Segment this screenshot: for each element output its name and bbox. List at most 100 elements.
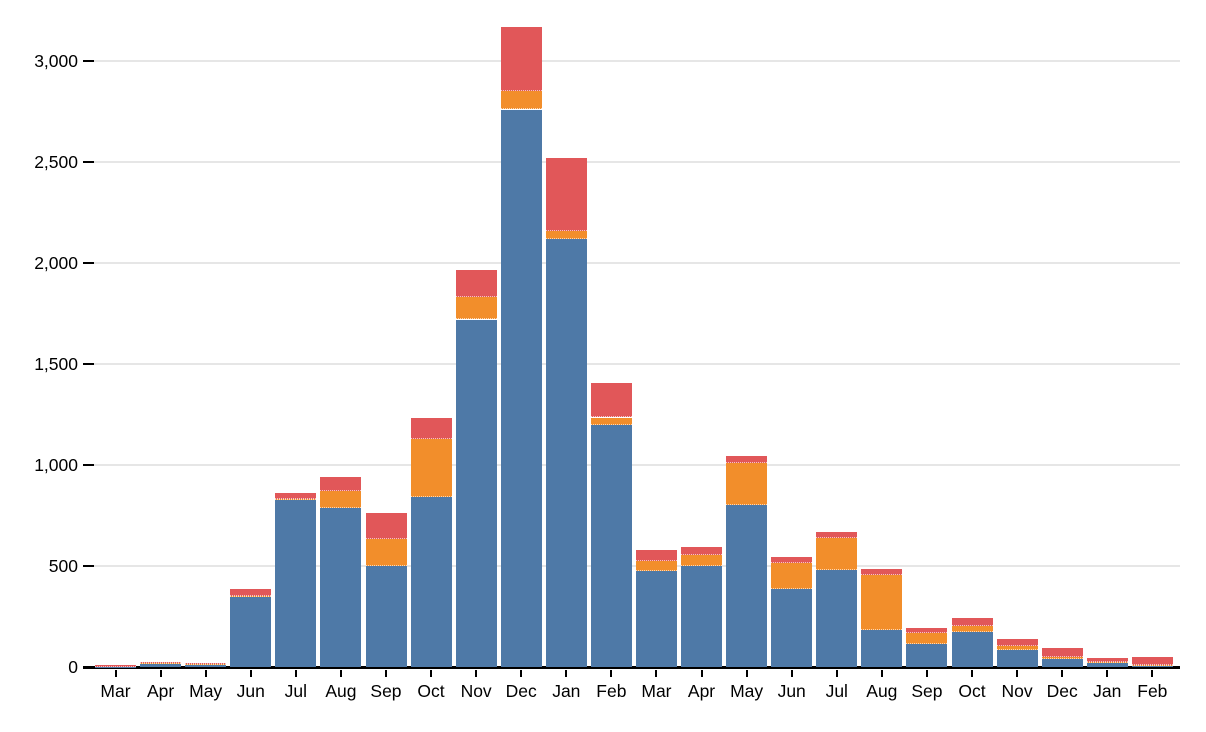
- x-axis-label: Dec: [1046, 681, 1078, 701]
- x-axis-label: Dec: [505, 681, 537, 701]
- x-axis-line: [83, 666, 1180, 669]
- y-tick-label: 1,000: [34, 454, 78, 475]
- bar-segment-blue: [951, 631, 993, 667]
- bar-segment-blue: [590, 424, 632, 667]
- bar-segment-red: [455, 270, 497, 298]
- bar-segment-orange: [500, 91, 542, 110]
- x-tick: [610, 670, 613, 677]
- bar-segment-red: [140, 661, 182, 664]
- x-tick: [1016, 670, 1019, 677]
- bar-segment-red: [410, 417, 452, 439]
- bar-segment-red: [771, 556, 813, 563]
- bar-segment-orange: [726, 463, 768, 506]
- bar-segment-orange: [681, 554, 722, 566]
- bar-segment-blue: [1086, 662, 1128, 667]
- y-tick-dash: [83, 160, 94, 164]
- x-axis-label: Oct: [958, 681, 986, 701]
- x-axis-label: Nov: [1001, 681, 1033, 701]
- x-axis-label: Jan: [1093, 681, 1122, 701]
- bar-segment-red: [1131, 656, 1173, 665]
- bar-segment-orange: [275, 499, 317, 501]
- x-axis-label: Aug: [866, 681, 898, 701]
- x-tick: [430, 670, 433, 677]
- x-axis-label: May: [730, 681, 764, 701]
- x-tick: [1061, 670, 1064, 677]
- x-tick: [159, 670, 162, 677]
- bar-segment-blue: [365, 566, 407, 667]
- bar-segment-blue: [816, 570, 858, 667]
- bar-segment-red: [681, 546, 722, 555]
- x-tick: [1106, 670, 1109, 677]
- y-tick-label: 3,000: [34, 50, 78, 71]
- bar-segment-red: [500, 26, 542, 92]
- y-tick-label: 1,500: [34, 353, 78, 374]
- y-tick-label: 2,000: [34, 252, 78, 273]
- bar-segment-orange: [545, 230, 587, 239]
- x-axis-label: Jun: [236, 681, 265, 701]
- y-tick-label: 2,500: [34, 151, 78, 172]
- bar-segment-red: [320, 477, 362, 492]
- bar-segment-red: [185, 663, 227, 664]
- x-axis-label: Aug: [325, 681, 357, 701]
- y-gridline: [93, 262, 1180, 264]
- bar-segment-blue: [410, 497, 452, 667]
- bar-segment-orange: [185, 663, 227, 665]
- x-tick: [520, 670, 523, 677]
- bar-segment-blue: [230, 597, 272, 667]
- bar-segment-orange: [951, 625, 993, 632]
- bar-segment-red: [726, 455, 768, 463]
- x-axis-label: Sep: [911, 681, 943, 701]
- bar-segment-blue: [500, 109, 542, 667]
- x-axis-label: Jul: [825, 681, 848, 701]
- x-axis-label: Jan: [552, 681, 581, 701]
- y-tick-dash: [83, 564, 94, 568]
- y-tick-dash: [83, 261, 94, 265]
- bar-segment-blue: [545, 238, 587, 667]
- bar-segment-orange: [1131, 664, 1173, 666]
- bar-segment-blue: [320, 508, 362, 667]
- bar-segment-red: [1086, 657, 1128, 662]
- bar-segment-blue: [455, 319, 497, 667]
- bar-segment-blue: [140, 663, 182, 667]
- bar-segment-blue: [95, 666, 136, 668]
- bar-segment-blue: [1041, 658, 1083, 667]
- bar-segment-blue: [681, 566, 722, 667]
- x-tick: [655, 670, 658, 677]
- bar-segment-red: [230, 589, 272, 597]
- x-tick: [204, 670, 207, 677]
- x-tick: [1151, 670, 1154, 677]
- bar-segment-orange: [636, 560, 677, 571]
- y-gridline: [93, 363, 1180, 365]
- bar-segment-blue: [771, 589, 813, 667]
- bar-segment-orange: [771, 563, 813, 590]
- bar-segment-blue: [996, 649, 1038, 667]
- bar-segment-orange: [455, 297, 497, 320]
- bar-segment-orange: [996, 645, 1038, 650]
- bar-segment-red: [906, 627, 948, 633]
- bar-segment-red: [545, 158, 587, 231]
- x-tick: [114, 670, 117, 677]
- bar-segment-blue: [185, 664, 227, 667]
- bar-segment-blue: [275, 500, 317, 668]
- bar-segment-red: [636, 549, 677, 561]
- x-axis-label: Jun: [777, 681, 806, 701]
- x-axis-label: Jul: [284, 681, 307, 701]
- bar-segment-red: [275, 493, 317, 500]
- y-tick-dash: [83, 463, 94, 467]
- bar-segment-orange: [590, 417, 632, 425]
- x-axis-label: Sep: [370, 681, 402, 701]
- bar-segment-orange: [1086, 662, 1128, 663]
- x-tick: [565, 670, 568, 677]
- x-tick: [745, 670, 748, 677]
- x-tick: [700, 670, 703, 677]
- y-tick-dash: [83, 59, 94, 63]
- x-tick: [971, 670, 974, 677]
- x-tick: [925, 670, 928, 677]
- bar-segment-blue: [726, 505, 768, 667]
- bar-segment-red: [365, 512, 407, 539]
- x-axis-label: Apr: [687, 681, 716, 701]
- x-axis-label: Mar: [100, 681, 131, 701]
- x-tick: [835, 670, 838, 677]
- bar-segment-blue: [636, 571, 677, 667]
